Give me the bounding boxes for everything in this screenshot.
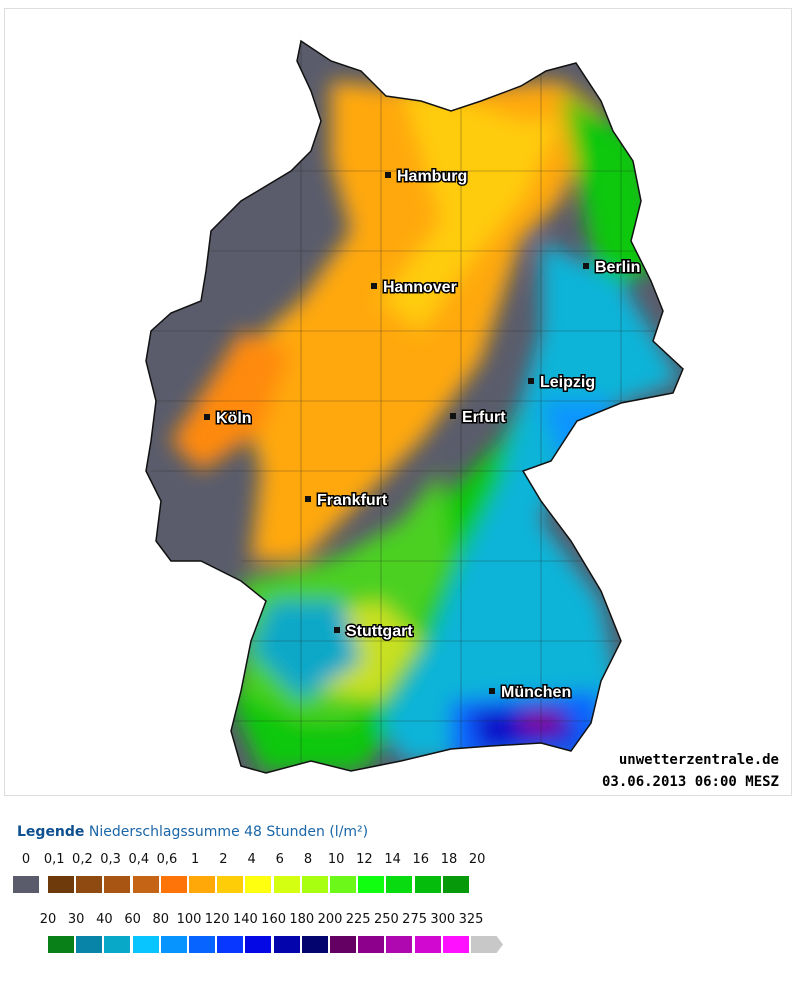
legend-label: 0,1	[43, 852, 65, 867]
legend-label: 100	[176, 912, 202, 927]
legend-label: 0,3	[100, 852, 121, 867]
legend-label: 0	[21, 852, 31, 867]
city-frankfurt: Frankfurt	[317, 492, 388, 509]
city-leipzig: Leipzig	[540, 374, 595, 391]
city-berlin: Berlin	[595, 259, 640, 276]
legend-label: 120	[204, 912, 230, 927]
legend-label: 14	[384, 852, 401, 867]
legend-swatch	[76, 936, 103, 953]
city-erfurt: Erfurt	[462, 409, 506, 426]
legend-swatch	[160, 876, 187, 893]
legend-swatch	[132, 876, 159, 893]
legend-swatch	[48, 936, 74, 953]
legend-swatch	[217, 876, 244, 893]
legend-label: 1	[191, 852, 200, 867]
legend-swatch	[414, 876, 441, 893]
legend-swatch	[245, 936, 272, 953]
legend-label: 30	[67, 912, 85, 927]
legend-swatch	[273, 936, 300, 953]
legend-label: 2	[219, 852, 228, 867]
legend-swatch	[104, 936, 131, 953]
legend-label: 10	[327, 852, 345, 867]
precipitation-field	[146, 41, 683, 773]
legend-label: 250	[373, 912, 399, 927]
legend-swatch	[330, 876, 356, 893]
legend-swatch	[471, 936, 503, 953]
legend-swatch	[48, 876, 74, 893]
legend-title: Legende Niederschlagssumme 48 Stunden (l…	[17, 824, 368, 840]
city-muenchen: München	[501, 684, 571, 701]
legend-swatch	[301, 936, 328, 953]
source-credit: unwetterzentrale.de	[618, 752, 779, 768]
legend-label: 275	[402, 912, 427, 927]
legend-label: 0,6	[156, 852, 178, 867]
legend-swatch	[245, 876, 272, 893]
legend-label: 6	[275, 852, 284, 867]
legend-label: 200	[317, 912, 343, 927]
legend-swatch	[386, 936, 413, 953]
legend-label: 40	[96, 912, 113, 927]
legend-swatch	[76, 876, 103, 893]
city-hamburg: Hamburg	[397, 168, 467, 185]
legend-swatch	[217, 936, 244, 953]
legend-swatch	[358, 876, 385, 893]
city-labels: Hamburg Berlin Hannover Leipzig Köln Erf…	[204, 167, 642, 703]
legend-label: 0,2	[72, 852, 93, 867]
map-timestamp: 03.06.2013 06:00 MESZ	[601, 774, 779, 790]
legend-label: 80	[152, 912, 170, 927]
legend-label: 140	[232, 912, 258, 927]
legend-swatch	[189, 936, 215, 953]
legend-label: 18	[440, 852, 458, 867]
legend-label: 180	[289, 912, 315, 927]
legend-swatch	[301, 876, 328, 893]
legend-swatch	[104, 876, 131, 893]
legend-label: 8	[303, 852, 313, 867]
legend-label: 60	[124, 912, 141, 927]
legend-swatch	[386, 876, 413, 893]
city-stuttgart: Stuttgart	[346, 623, 413, 640]
legend-swatch	[132, 936, 159, 953]
legend-swatch	[13, 876, 39, 893]
legend-swatch	[442, 876, 469, 893]
legend-swatch	[442, 936, 469, 953]
legend-label: 160	[261, 912, 286, 927]
legend-label: 325	[458, 912, 484, 927]
legend-label: 0,4	[128, 852, 150, 867]
legend-title-text: Niederschlagssumme 48 Stunden (l/m²)	[88, 824, 369, 840]
legend-title-bold: Legende	[17, 824, 85, 840]
legend-label: 12	[356, 852, 373, 867]
legend-swatch	[160, 936, 187, 953]
legend-label: 20	[468, 852, 486, 867]
legend-label: 20	[39, 912, 57, 927]
legend-swatch	[414, 936, 441, 953]
legend-swatch	[189, 876, 215, 893]
legend-swatch	[358, 936, 385, 953]
precipitation-map: Hamburg Berlin Hannover Leipzig Köln Erf…	[4, 8, 792, 796]
city-koeln: Köln	[216, 410, 252, 427]
legend-label: 16	[412, 852, 430, 867]
legend-swatch	[330, 936, 356, 953]
germany-map-svg: Hamburg Berlin Hannover Leipzig Köln Erf…	[145, 40, 684, 774]
legend-label: 4	[247, 852, 256, 867]
legend-label: 300	[430, 912, 456, 927]
city-hannover: Hannover	[383, 279, 457, 296]
legend-swatch	[273, 876, 300, 893]
legend-label: 225	[345, 912, 371, 927]
